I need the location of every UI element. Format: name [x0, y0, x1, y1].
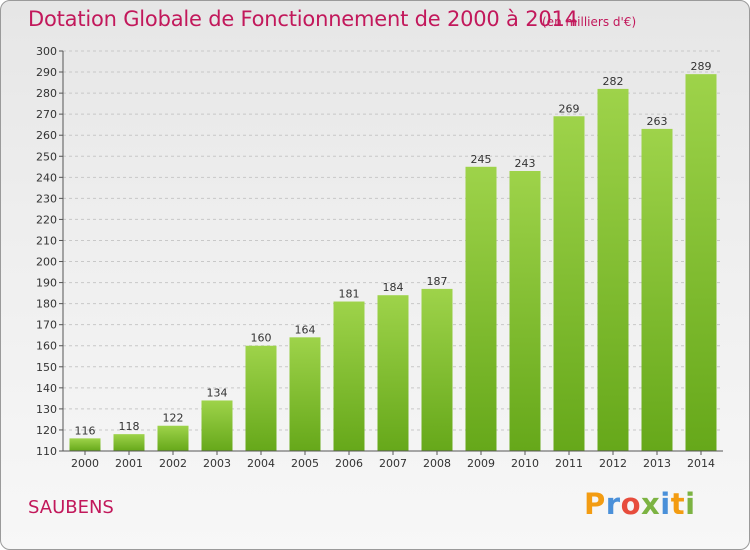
y-tick-label: 200	[36, 256, 57, 269]
logo-letter: t	[670, 487, 686, 521]
data-label-2014: 289	[691, 60, 712, 73]
x-tick-label-2011: 2011	[555, 457, 583, 470]
bar-2009	[465, 166, 497, 451]
logo-letter: i	[685, 487, 696, 521]
y-tick-label: 150	[36, 361, 57, 374]
commune-name: SAUBENS	[28, 497, 114, 518]
y-tick-label: 230	[36, 192, 57, 205]
data-label-2011: 269	[559, 102, 580, 115]
y-tick-label: 170	[36, 319, 57, 332]
x-tick-label-2007: 2007	[379, 457, 407, 470]
bar-2004	[245, 345, 277, 451]
bar-2006	[333, 301, 365, 451]
logo-letter: o	[620, 487, 642, 521]
y-axis-ticks: 110 120 130 140 150 160 170 180 190 200 210 220 230 2…	[36, 45, 63, 458]
x-tick-label-2003: 2003	[203, 457, 231, 470]
y-tick-label: 300	[36, 45, 57, 58]
data-label-2010: 243	[515, 157, 536, 170]
data-label-2002: 122	[163, 412, 184, 425]
x-tick-label-2001: 2001	[115, 457, 143, 470]
logo-letter: r	[605, 487, 621, 521]
y-tick-label: 190	[36, 277, 57, 290]
bar-2001	[113, 434, 145, 451]
data-label-2009: 245	[471, 153, 492, 166]
bar-2005	[289, 337, 321, 451]
logo-letter: i	[660, 487, 671, 521]
y-tick-label: 110	[36, 445, 57, 458]
y-tick-label: 290	[36, 66, 57, 79]
y-tick-label: 280	[36, 87, 57, 100]
y-tick-label: 130	[36, 403, 57, 416]
data-label-2003: 134	[207, 386, 228, 399]
data-label-2001: 118	[119, 420, 140, 433]
data-label-2005: 164	[295, 323, 316, 336]
x-tick-label-2014: 2014	[687, 457, 715, 470]
bar-2013	[641, 128, 673, 451]
bar-2008	[421, 288, 453, 451]
y-tick-label: 180	[36, 298, 57, 311]
y-tick-label: 220	[36, 213, 57, 226]
y-tick-label: 120	[36, 424, 57, 437]
y-tick-label: 260	[36, 129, 57, 142]
x-tick-label-2010: 2010	[511, 457, 539, 470]
bar-2014	[685, 74, 717, 451]
data-label-2006: 181	[339, 288, 360, 301]
y-tick-label: 250	[36, 150, 57, 163]
chart-title: Dotation Globale de Fonctionnement de 20…	[28, 7, 578, 31]
x-tick-label-2013: 2013	[643, 457, 671, 470]
y-tick-label: 210	[36, 234, 57, 247]
data-label-2013: 263	[647, 115, 668, 128]
bar-2012	[597, 88, 629, 451]
x-tick-label-2002: 2002	[159, 457, 187, 470]
y-tick-label: 160	[36, 340, 57, 353]
x-tick-label-2008: 2008	[423, 457, 451, 470]
data-label-2000: 116	[75, 424, 96, 437]
y-tick-label: 270	[36, 108, 57, 121]
x-tick-label-2009: 2009	[467, 457, 495, 470]
bar-2003	[201, 400, 233, 451]
y-tick-label: 240	[36, 171, 57, 184]
x-axis-ticks: 2000 2001 2002 2003 2004 2005 2006 2007 2008 2009…	[71, 451, 715, 470]
logo-letter: P	[584, 487, 606, 521]
x-tick-label-2004: 2004	[247, 457, 275, 470]
x-tick-label-2005: 2005	[291, 457, 319, 470]
data-labels: 116 118 122 134 160 164 181 184 187 245 243 269 282 2…	[75, 60, 712, 437]
proxiti-logo: Proxiti	[584, 487, 696, 521]
x-tick-label-2006: 2006	[335, 457, 363, 470]
logo-letter: x	[641, 487, 661, 521]
bar-2000	[69, 438, 101, 451]
data-label-2012: 282	[603, 75, 624, 88]
x-tick-label-2000: 2000	[71, 457, 99, 470]
data-label-2007: 184	[383, 281, 404, 294]
bar-2007	[377, 295, 409, 451]
x-tick-label-2012: 2012	[599, 457, 627, 470]
bar-2011	[553, 116, 585, 452]
bars	[69, 74, 717, 452]
bar-2010	[509, 171, 541, 451]
data-label-2004: 160	[251, 332, 272, 345]
y-tick-label: 140	[36, 382, 57, 395]
chart-subtitle: (en milliers d'€)	[542, 15, 637, 29]
data-label-2008: 187	[427, 275, 448, 288]
bar-2002	[157, 425, 189, 451]
